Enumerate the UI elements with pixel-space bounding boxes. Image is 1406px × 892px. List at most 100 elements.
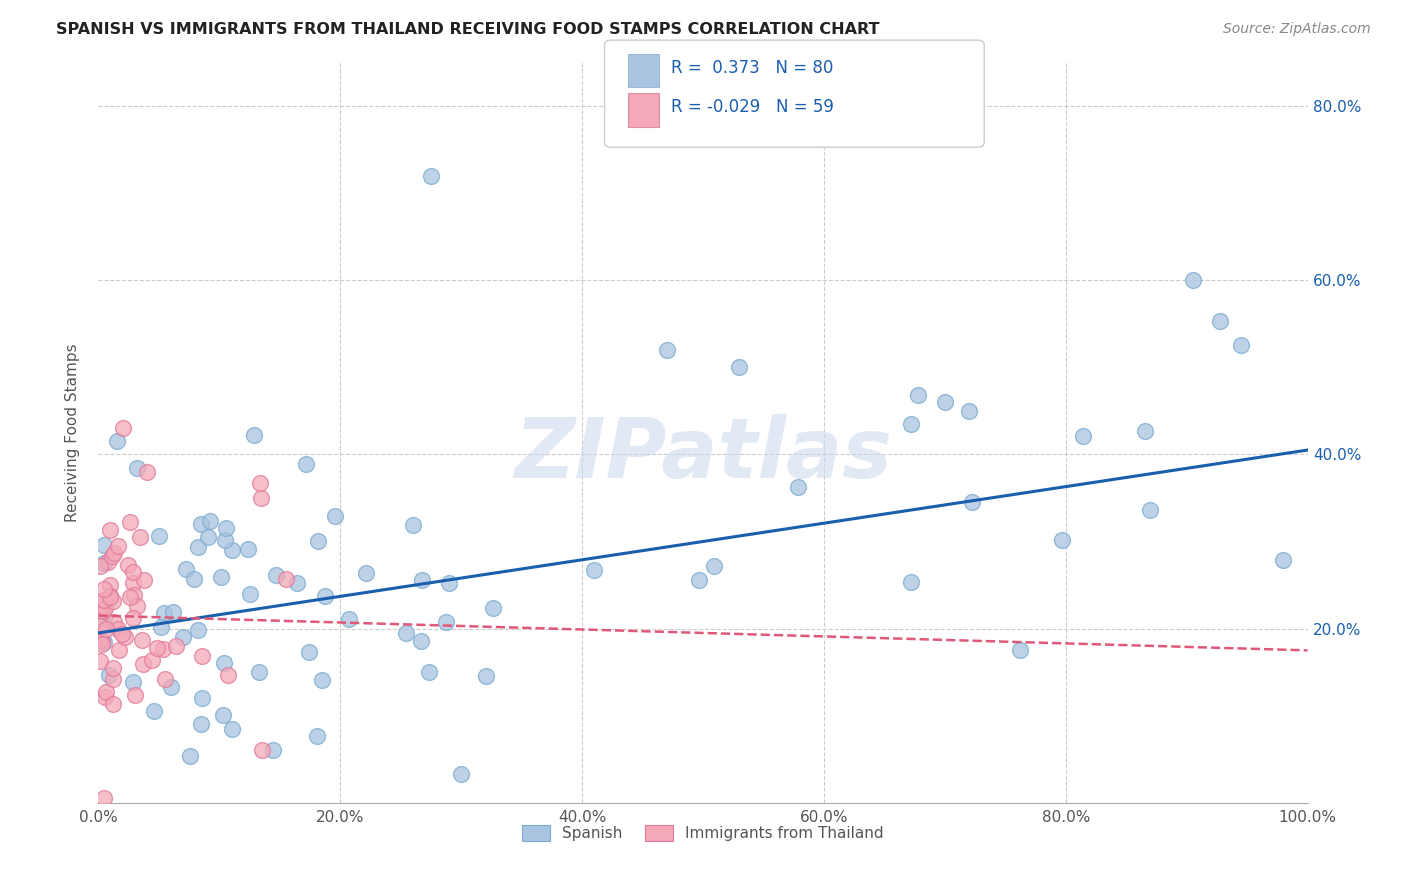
Point <box>1071 428 1094 442</box>
Point <box>1181 273 1204 287</box>
Point <box>118 590 141 604</box>
Point <box>221 542 243 557</box>
Point <box>907 388 929 402</box>
Point <box>307 534 329 549</box>
Point <box>688 574 710 588</box>
Point <box>174 562 197 576</box>
Point <box>214 533 236 547</box>
Point <box>395 625 418 640</box>
Point <box>89 633 111 648</box>
Point <box>183 572 205 586</box>
Point <box>402 518 425 533</box>
Point <box>209 570 232 584</box>
Point <box>314 589 336 603</box>
Point <box>434 615 457 630</box>
Point <box>124 588 146 602</box>
Point <box>107 623 129 637</box>
Point <box>166 639 188 653</box>
Point <box>122 611 145 625</box>
Point <box>420 169 443 183</box>
Point <box>450 767 472 781</box>
Point <box>728 360 751 375</box>
Point <box>250 491 273 505</box>
Point <box>238 542 260 557</box>
Point <box>103 615 125 630</box>
Text: SPANISH VS IMMIGRANTS FROM THAILAND RECEIVING FOOD STAMPS CORRELATION CHART: SPANISH VS IMMIGRANTS FROM THAILAND RECE… <box>56 22 880 37</box>
Point <box>215 521 238 535</box>
Point <box>149 620 172 634</box>
Point <box>98 524 121 538</box>
Point <box>121 565 143 579</box>
Point <box>93 556 115 570</box>
Point <box>934 395 956 409</box>
Point <box>103 594 125 608</box>
Point <box>190 716 212 731</box>
Point <box>131 633 153 648</box>
Point <box>148 529 170 543</box>
Point <box>98 668 121 682</box>
Y-axis label: Receiving Food Stamps: Receiving Food Stamps <box>65 343 80 522</box>
Point <box>91 633 114 648</box>
Point <box>89 604 111 618</box>
Point <box>582 562 605 576</box>
Point <box>91 637 114 651</box>
Point <box>962 495 984 509</box>
Point <box>298 645 321 659</box>
Point <box>98 591 121 605</box>
Point <box>249 475 271 490</box>
Point <box>120 515 142 529</box>
Point <box>93 791 115 805</box>
Point <box>1139 503 1161 517</box>
Point <box>323 509 346 524</box>
Point <box>89 558 111 573</box>
Point <box>190 516 212 531</box>
Point <box>111 421 134 435</box>
Point <box>264 568 287 582</box>
Point <box>655 343 678 357</box>
Point <box>187 540 209 554</box>
Point <box>411 634 433 648</box>
Point <box>152 641 174 656</box>
Point <box>121 675 143 690</box>
Point <box>1008 643 1031 657</box>
Point <box>339 612 361 626</box>
Point <box>787 480 810 494</box>
Text: ZIPatlas: ZIPatlas <box>515 414 891 495</box>
Point <box>121 575 143 590</box>
Point <box>111 627 134 641</box>
Point <box>900 574 922 589</box>
Point <box>411 573 433 587</box>
Legend: Spanish, Immigrants from Thailand: Spanish, Immigrants from Thailand <box>516 819 890 847</box>
Point <box>159 680 181 694</box>
Point <box>94 600 117 615</box>
Point <box>305 729 328 743</box>
Point <box>243 428 266 442</box>
Point <box>93 582 115 596</box>
Text: R =  0.373   N = 80: R = 0.373 N = 80 <box>671 59 832 77</box>
Point <box>107 643 129 657</box>
Point <box>125 599 148 613</box>
Point <box>354 566 377 581</box>
Point <box>94 685 117 699</box>
Point <box>89 654 111 668</box>
Point <box>93 612 115 626</box>
Point <box>1272 553 1295 567</box>
Point <box>162 605 184 619</box>
Point <box>197 530 219 544</box>
Point <box>93 538 115 552</box>
Point <box>101 697 124 711</box>
Point <box>89 593 111 607</box>
Point <box>93 593 115 607</box>
Point <box>153 606 176 620</box>
Point <box>124 689 146 703</box>
Point <box>101 549 124 564</box>
Point <box>1133 424 1156 438</box>
Text: R = -0.029   N = 59: R = -0.029 N = 59 <box>671 98 834 116</box>
Point <box>172 630 194 644</box>
Point <box>217 668 239 682</box>
Point <box>295 457 318 471</box>
Point <box>276 572 298 586</box>
Point <box>107 539 129 553</box>
Point <box>191 648 214 663</box>
Point <box>418 665 440 679</box>
